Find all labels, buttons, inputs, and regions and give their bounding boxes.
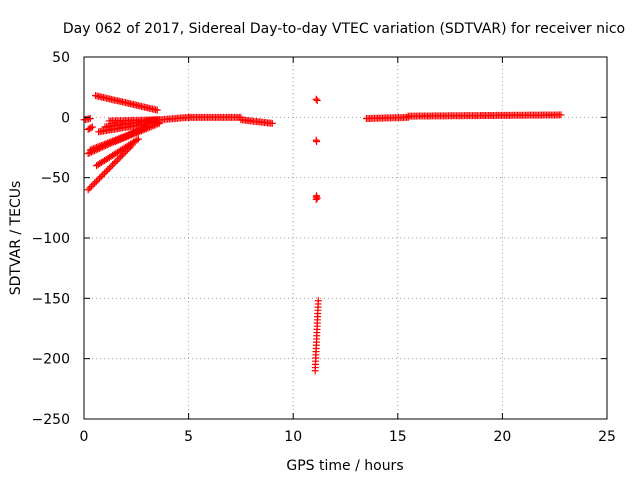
- data-point: [126, 131, 134, 139]
- data-point: [86, 184, 94, 192]
- data-point: [128, 131, 136, 139]
- data-point: [134, 128, 142, 136]
- data-point: [115, 154, 123, 162]
- data-point: [104, 166, 112, 174]
- data-point: [268, 119, 276, 127]
- x-axis-label: GPS time / hours: [286, 458, 403, 474]
- data-point: [313, 137, 321, 145]
- data-point: [120, 134, 128, 142]
- y-tick-label: −100: [32, 231, 70, 247]
- data-point: [111, 137, 119, 145]
- x-tick-label: 20: [493, 429, 511, 445]
- data-point: [84, 186, 92, 194]
- data-point: [92, 177, 100, 185]
- y-tick-label: −150: [32, 291, 70, 307]
- y-tick-label: −200: [32, 352, 70, 368]
- x-tick-label: 15: [389, 429, 407, 445]
- data-point: [87, 124, 95, 132]
- x-tick-label: 25: [598, 429, 616, 445]
- data-point: [313, 96, 321, 104]
- data-point: [89, 181, 97, 189]
- data-point: [115, 136, 123, 144]
- data-point: [105, 138, 113, 146]
- data-point: [107, 163, 115, 171]
- data-point: [94, 176, 102, 184]
- data-point: [102, 140, 110, 148]
- y-tick-label: 0: [61, 110, 70, 126]
- data-point: [142, 125, 150, 133]
- data-point: [88, 145, 96, 153]
- data-point: [113, 156, 121, 164]
- data-point: [86, 146, 94, 154]
- data-point: [97, 142, 105, 150]
- data-point: [99, 171, 107, 179]
- data-point: [102, 168, 110, 176]
- data-point: [86, 115, 94, 123]
- data-point: [313, 192, 321, 200]
- data-point: [91, 179, 99, 187]
- data-point: [94, 143, 102, 151]
- data-point: [557, 111, 565, 119]
- x-tick-label: 10: [284, 429, 302, 445]
- data-point: [99, 141, 107, 149]
- data-point: [104, 139, 112, 147]
- data-point: [84, 150, 92, 158]
- data-point: [118, 135, 126, 143]
- y-tick-label: −250: [32, 412, 70, 428]
- chart-title: Day 062 of 2017, Sidereal Day-to-day VTE…: [63, 21, 625, 37]
- data-point: [96, 174, 104, 182]
- y-tick-label: −50: [40, 171, 70, 187]
- x-tick-label: 5: [184, 429, 193, 445]
- data-point: [121, 133, 129, 141]
- axis-ticks: 0 5 10 15 20 25 −250 −200 −150 −100 −50 0 50: [32, 50, 616, 445]
- data-point: [146, 123, 154, 131]
- data-point: [93, 143, 101, 151]
- data-point: [141, 125, 149, 133]
- data-point: [147, 123, 155, 131]
- data-point: [96, 142, 104, 150]
- data-point: [131, 129, 139, 137]
- data-point: [129, 130, 137, 138]
- data-point: [137, 127, 145, 135]
- data-point: [134, 135, 142, 143]
- data-point: [139, 126, 147, 134]
- data-point: [89, 145, 97, 153]
- data-point: [97, 173, 105, 181]
- y-tick-label: 50: [52, 50, 70, 66]
- data-point: [110, 159, 118, 167]
- y-axis-label: SDTVAR / TECUs: [8, 181, 24, 296]
- data-point: [87, 182, 95, 190]
- data-point: [116, 135, 124, 143]
- x-tick-label: 0: [80, 429, 89, 445]
- data-point: [314, 297, 322, 305]
- data-point: [117, 153, 125, 161]
- data-point: [144, 124, 152, 132]
- data-point: [100, 169, 108, 177]
- data-point: [105, 164, 113, 172]
- data-point: [133, 136, 141, 144]
- grid-lines: [84, 57, 607, 419]
- data-point: [312, 95, 320, 103]
- data-point: [113, 137, 121, 145]
- data-point: [136, 127, 144, 135]
- data-point: [91, 144, 99, 152]
- data-point: [123, 133, 131, 141]
- data-point: [101, 140, 109, 148]
- data-point: [133, 129, 141, 137]
- data-point: [124, 132, 132, 140]
- data-points: [80, 92, 565, 375]
- data-point: [112, 158, 120, 166]
- data-point: [88, 123, 96, 131]
- data-point: [109, 161, 117, 169]
- data-point: [153, 106, 161, 114]
